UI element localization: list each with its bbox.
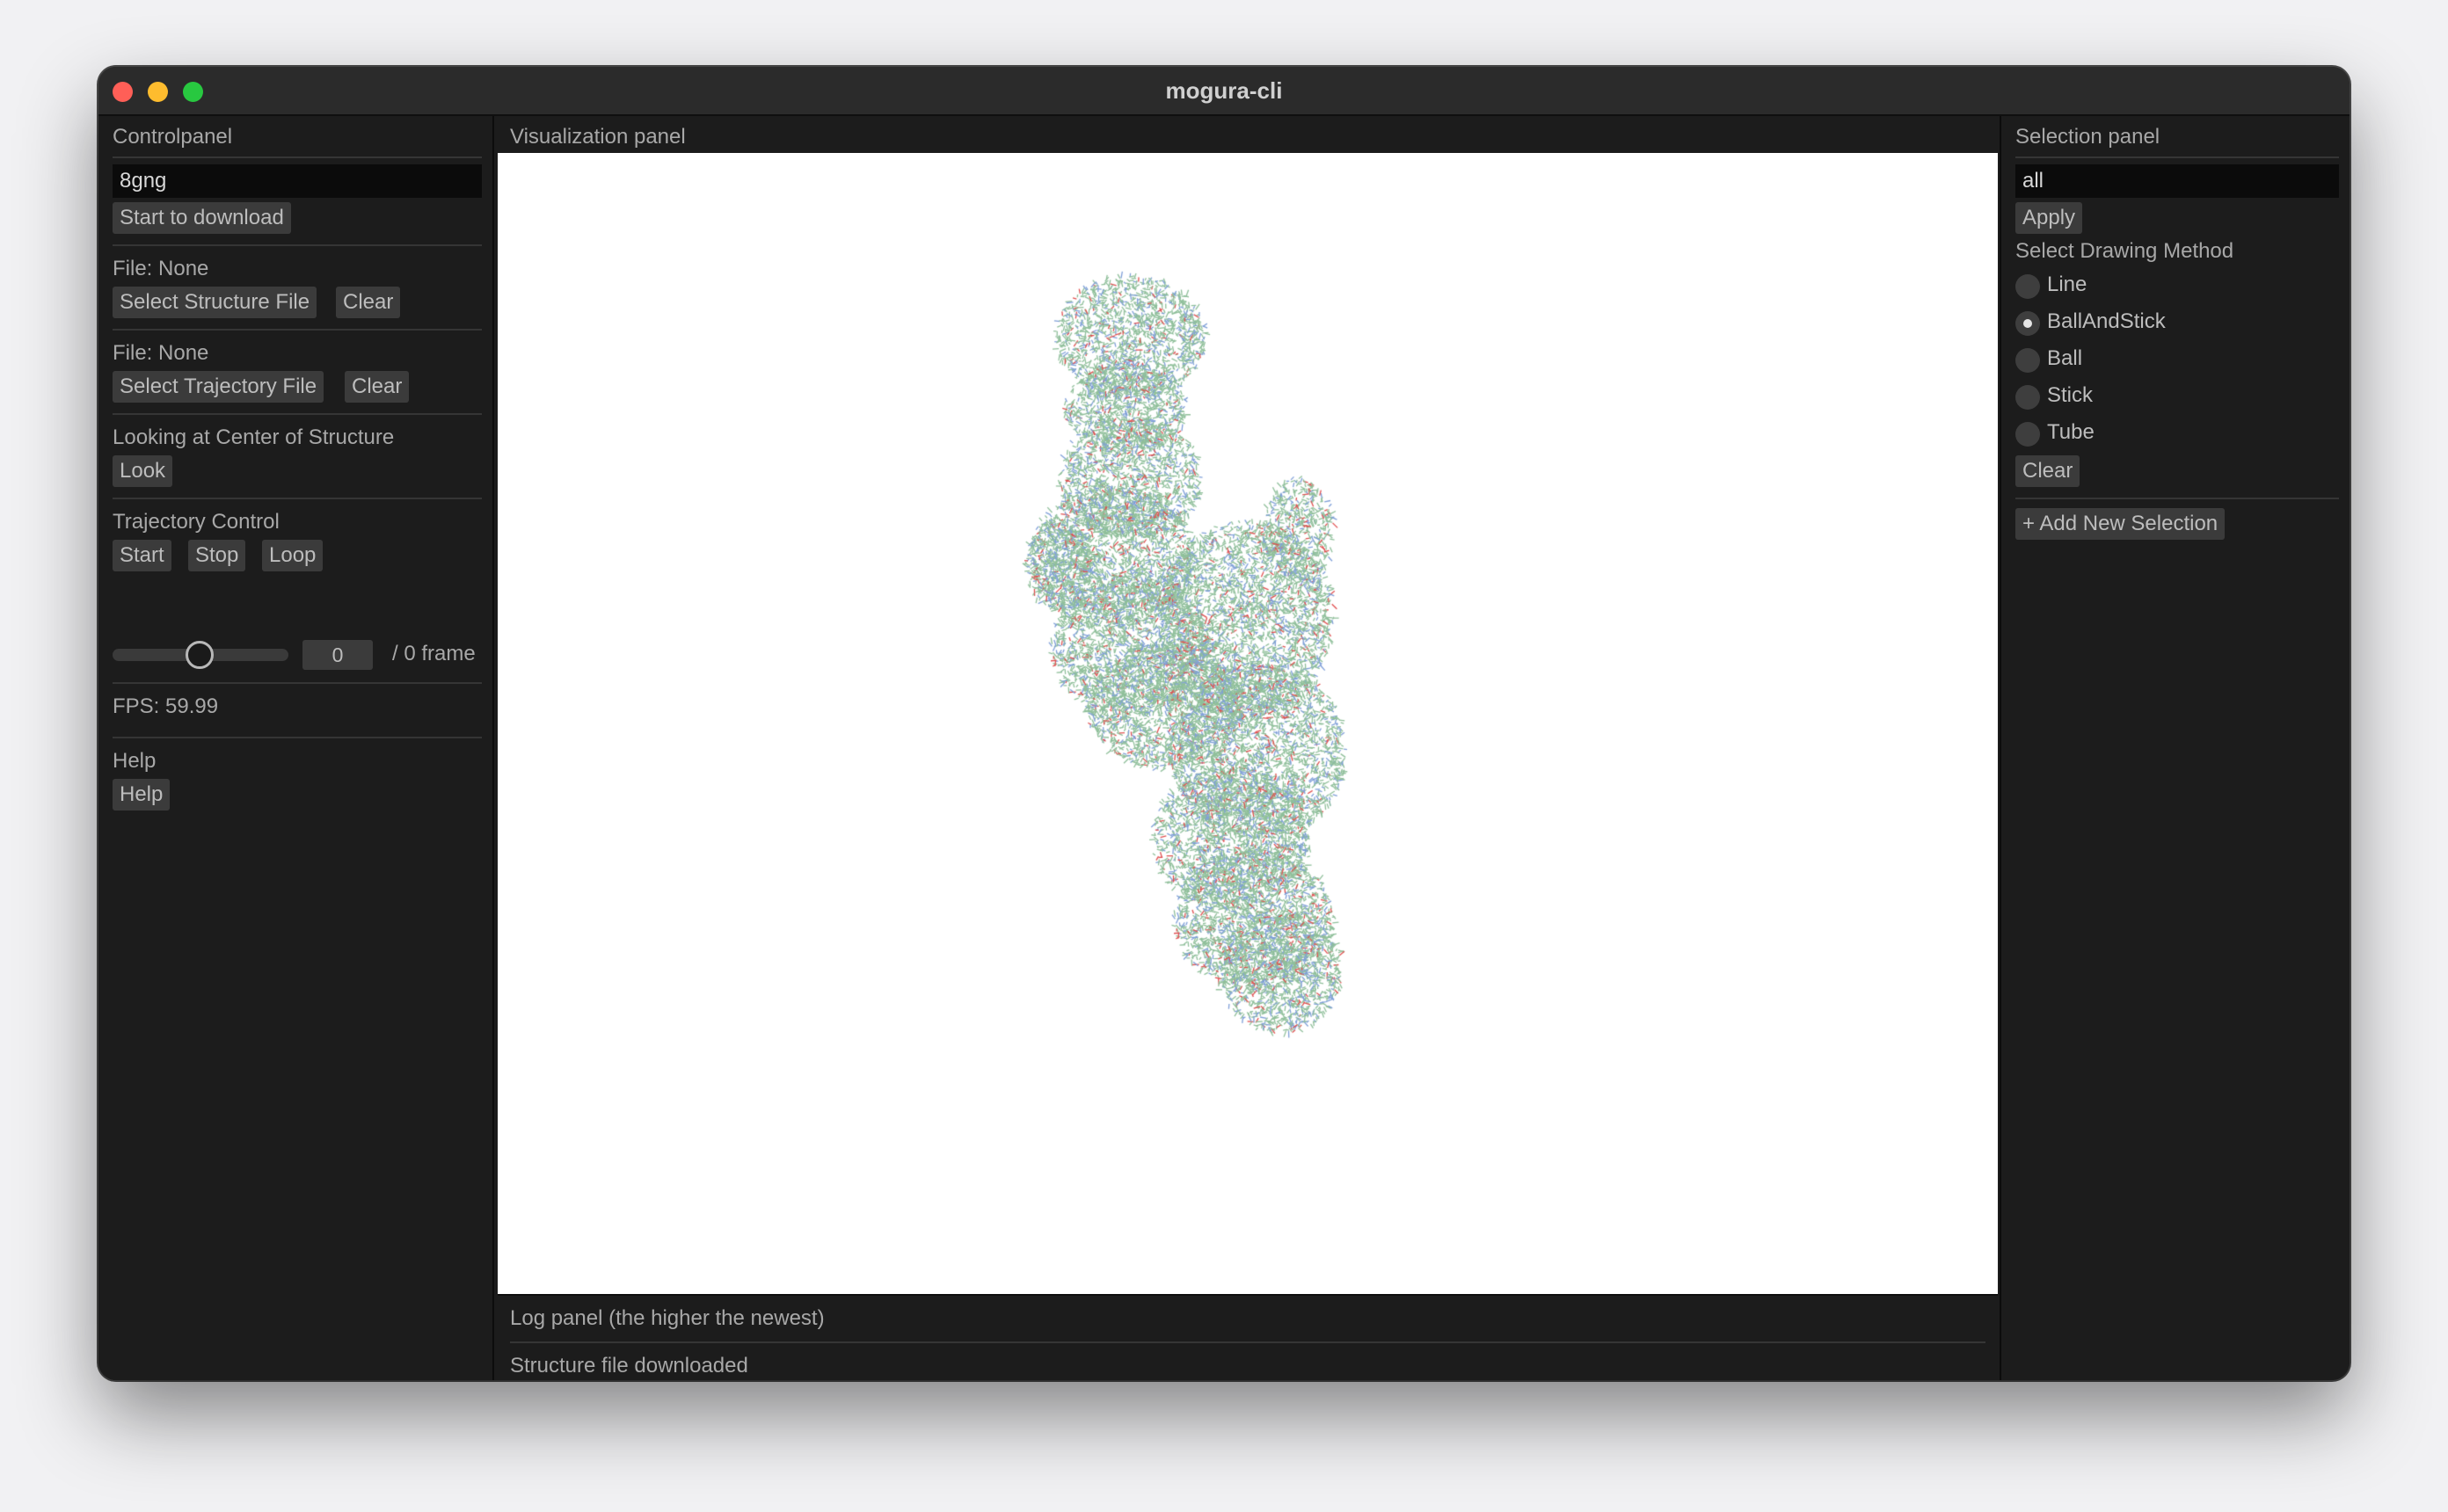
molecule-viewport[interactable]	[498, 153, 1998, 1294]
control-panel: Controlpanel Start to download File: Non…	[98, 116, 494, 1380]
trajectory-loop-button[interactable]: Loop	[262, 540, 324, 571]
radio-tube-label[interactable]: Tube	[2047, 420, 2095, 444]
download-button[interactable]: Start to download	[113, 202, 291, 234]
radio-line-label[interactable]: Line	[2047, 273, 2087, 296]
minimize-window-button[interactable]	[148, 82, 168, 102]
log-entry: Structure file downloaded	[510, 1354, 748, 1378]
clear-trajectory-file-button[interactable]: Clear	[345, 371, 410, 403]
divider	[2015, 498, 2339, 499]
selection-query-input[interactable]	[2015, 164, 2339, 198]
frame-total-label: / 0 frame	[392, 642, 476, 665]
visualization-panel: Visualization panel Log panel (the highe…	[496, 116, 1998, 1380]
clear-selection-button[interactable]: Clear	[2015, 455, 2080, 487]
structure-file-label: File: None	[113, 257, 209, 280]
look-button[interactable]: Look	[113, 455, 173, 487]
help-label: Help	[113, 749, 157, 773]
look-label: Looking at Center of Structure	[113, 425, 395, 449]
divider	[113, 329, 482, 331]
radio-ball-label[interactable]: Ball	[2047, 346, 2083, 370]
drawing-method-label: Select Drawing Method	[2015, 239, 2234, 263]
radio-stick[interactable]	[2015, 385, 2040, 410]
help-button[interactable]: Help	[113, 779, 171, 811]
trajectory-start-button[interactable]: Start	[113, 540, 171, 571]
divider	[113, 413, 482, 415]
divider	[113, 682, 482, 684]
divider	[113, 737, 482, 738]
pdb-id-input[interactable]	[113, 164, 482, 198]
maximize-window-button[interactable]	[183, 82, 203, 102]
molecule-structure-render	[498, 153, 1998, 1294]
divider	[113, 244, 482, 246]
close-window-button[interactable]	[113, 82, 133, 102]
select-structure-file-button[interactable]: Select Structure File	[113, 287, 317, 318]
trajectory-file-label: File: None	[113, 341, 209, 365]
radio-ballandstick[interactable]	[2015, 311, 2040, 336]
add-new-selection-button[interactable]: + Add New Selection	[2015, 508, 2226, 540]
radio-ball[interactable]	[2015, 348, 2040, 373]
divider	[113, 498, 482, 499]
apply-button[interactable]: Apply	[2015, 202, 2083, 234]
window-title: mogura-cli	[1165, 77, 1283, 104]
clear-structure-file-button[interactable]: Clear	[336, 287, 401, 318]
radio-line[interactable]	[2015, 274, 2040, 299]
selection-panel-title: Selection panel	[2015, 125, 2160, 149]
control-panel-title: Controlpanel	[113, 125, 233, 149]
fps-readout: FPS: 59.99	[113, 694, 219, 718]
visualization-panel-title: Visualization panel	[510, 125, 686, 149]
select-trajectory-file-button[interactable]: Select Trajectory File	[113, 371, 324, 403]
divider	[113, 156, 482, 158]
selection-panel: Selection panel Apply Select Drawing Met…	[2000, 116, 2350, 1380]
divider	[2015, 156, 2339, 158]
radio-stick-label[interactable]: Stick	[2047, 383, 2094, 407]
log-divider	[498, 1294, 1998, 1296]
frame-input[interactable]: 0	[302, 640, 373, 670]
trajectory-control-label: Trajectory Control	[113, 510, 280, 534]
title-bar: mogura-cli	[98, 67, 2350, 116]
radio-ballandstick-label[interactable]: BallAndStick	[2047, 309, 2166, 333]
divider	[510, 1341, 1985, 1343]
trajectory-stop-button[interactable]: Stop	[188, 540, 246, 571]
log-panel-title: Log panel (the higher the newest)	[510, 1306, 825, 1330]
radio-tube[interactable]	[2015, 422, 2040, 447]
app-window: mogura-cli Controlpanel Start to downloa…	[98, 67, 2350, 1380]
frame-slider-handle[interactable]	[186, 641, 214, 669]
